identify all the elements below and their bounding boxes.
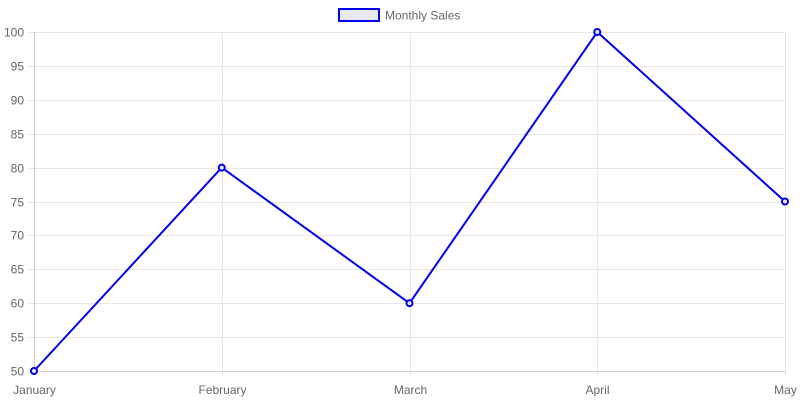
x-tick-label: March [394,383,427,397]
data-point[interactable] [593,28,602,36]
axes [34,32,785,372]
data-point[interactable] [405,299,414,308]
x-tick-label: February [198,383,246,397]
y-tick-label: 65 [11,263,25,277]
y-tick-label: 90 [11,94,25,108]
x-tick-label: May [774,383,797,397]
data-point[interactable] [781,197,789,206]
y-tick-label: 85 [11,128,25,142]
x-tick-label: January [13,383,56,397]
y-tick-label: 50 [11,365,25,379]
legend-label[interactable]: Monthly Sales [385,9,460,23]
data-point[interactable] [217,163,226,172]
y-tick-label: 60 [11,297,25,311]
grid-lines [28,32,786,377]
y-tick-label: 55 [11,331,25,345]
x-tick-label: April [585,383,609,397]
legend-swatch[interactable] [338,8,380,22]
y-axis-ticks: 50 55 60 65 70 75 80 85 90 95 100 [4,26,24,379]
y-tick-label: 100 [4,26,24,40]
series-line [33,30,786,372]
x-axis-ticks: January February March April May [13,383,797,397]
legend[interactable]: Monthly Sales [338,8,460,23]
y-tick-label: 95 [11,60,25,74]
series-layer [30,28,789,375]
data-point[interactable] [30,367,38,375]
y-tick-label: 80 [11,162,25,176]
y-tick-label: 70 [11,229,25,243]
y-tick-label: 75 [11,196,25,210]
